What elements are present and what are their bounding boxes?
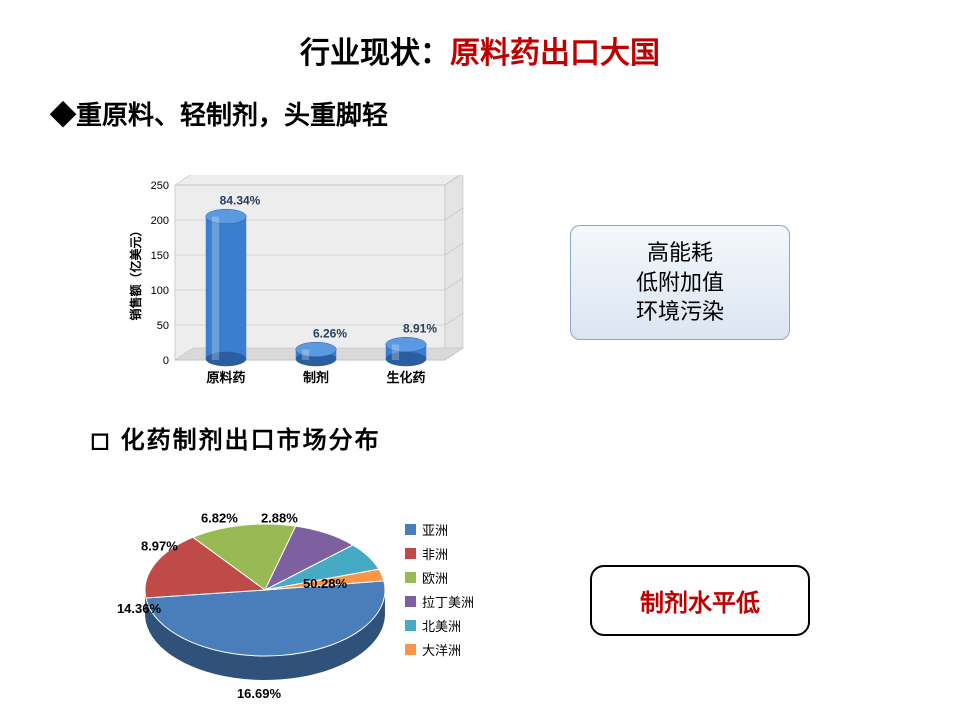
legend-swatch xyxy=(405,644,416,655)
svg-text:50: 50 xyxy=(157,320,169,332)
info2-text: 制剂水平低 xyxy=(640,590,760,617)
legend-swatch xyxy=(405,548,416,559)
page-title: 行业现状：原料药出口大国 xyxy=(0,28,960,72)
svg-text:原料药: 原料药 xyxy=(206,370,245,385)
info1-line2: 低附加值 xyxy=(571,268,789,298)
svg-text:8.97%: 8.97% xyxy=(141,538,178,553)
legend-item: 拉丁美洲 xyxy=(405,592,474,611)
legend-item: 大洋洲 xyxy=(405,640,474,659)
subtitle-1: ◆重原料、轻制剂，头重脚轻 xyxy=(50,95,388,132)
legend-item: 北美洲 xyxy=(405,616,474,635)
info-box-bottom: 制剂水平低 xyxy=(590,565,810,636)
svg-text:6.82%: 6.82% xyxy=(201,511,238,526)
legend-label: 非洲 xyxy=(422,544,448,563)
pie-legend: 亚洲非洲欧洲拉丁美洲北美洲大洋洲 xyxy=(405,520,474,664)
svg-text:50.28%: 50.28% xyxy=(303,576,348,591)
title-part1: 行业现状： xyxy=(300,37,450,70)
legend-swatch xyxy=(405,620,416,631)
svg-text:200: 200 xyxy=(151,215,169,227)
svg-text:销售额（亿美元）: 销售额（亿美元） xyxy=(128,224,143,320)
legend-swatch xyxy=(405,596,416,607)
legend-label: 大洋洲 xyxy=(422,640,461,659)
svg-text:150: 150 xyxy=(151,250,169,262)
svg-text:100: 100 xyxy=(151,285,169,297)
svg-text:0: 0 xyxy=(163,355,169,367)
bar-chart-svg: 0 50 100 150 200 250 销售额（亿美元） 原料药 84.34% 制剂 6.26% 生… xyxy=(120,175,470,405)
bullet-diamond: ◆ xyxy=(50,100,76,130)
bullet-square: ◻ xyxy=(90,427,112,454)
svg-text:8.91%: 8.91% xyxy=(403,322,437,336)
svg-text:生化药: 生化药 xyxy=(386,370,425,385)
subtitle-1-text: 重原料、轻制剂，头重脚轻 xyxy=(76,100,388,130)
legend-item: 亚洲 xyxy=(405,520,474,539)
subtitle-2-text: 化药制剂出口市场分布 xyxy=(121,427,381,454)
legend-swatch xyxy=(405,572,416,583)
info1-line1: 高能耗 xyxy=(571,238,789,268)
svg-text:6.26%: 6.26% xyxy=(313,327,347,341)
legend-item: 非洲 xyxy=(405,544,474,563)
bar-chart: 0 50 100 150 200 250 销售额（亿美元） 原料药 84.34% 制剂 6.26% 生… xyxy=(120,175,470,405)
svg-text:16.69%: 16.69% xyxy=(237,686,282,701)
legend-label: 亚洲 xyxy=(422,520,448,539)
legend-label: 拉丁美洲 xyxy=(422,592,474,611)
svg-text:14.36%: 14.36% xyxy=(117,601,162,616)
info1-line3: 环境污染 xyxy=(571,297,789,327)
svg-text:84.34%: 84.34% xyxy=(220,194,261,208)
svg-text:制剂: 制剂 xyxy=(303,370,329,385)
legend-item: 欧洲 xyxy=(405,568,474,587)
legend-label: 欧洲 xyxy=(422,568,448,587)
info-box-top: 高能耗 低附加值 环境污染 xyxy=(570,225,790,340)
svg-text:250: 250 xyxy=(151,180,169,192)
svg-text:2.88%: 2.88% xyxy=(261,511,298,526)
legend-label: 北美洲 xyxy=(422,616,461,635)
subtitle-2: ◻ 化药制剂出口市场分布 xyxy=(90,420,381,455)
title-part2: 原料药出口大国 xyxy=(450,37,660,70)
legend-swatch xyxy=(405,524,416,535)
